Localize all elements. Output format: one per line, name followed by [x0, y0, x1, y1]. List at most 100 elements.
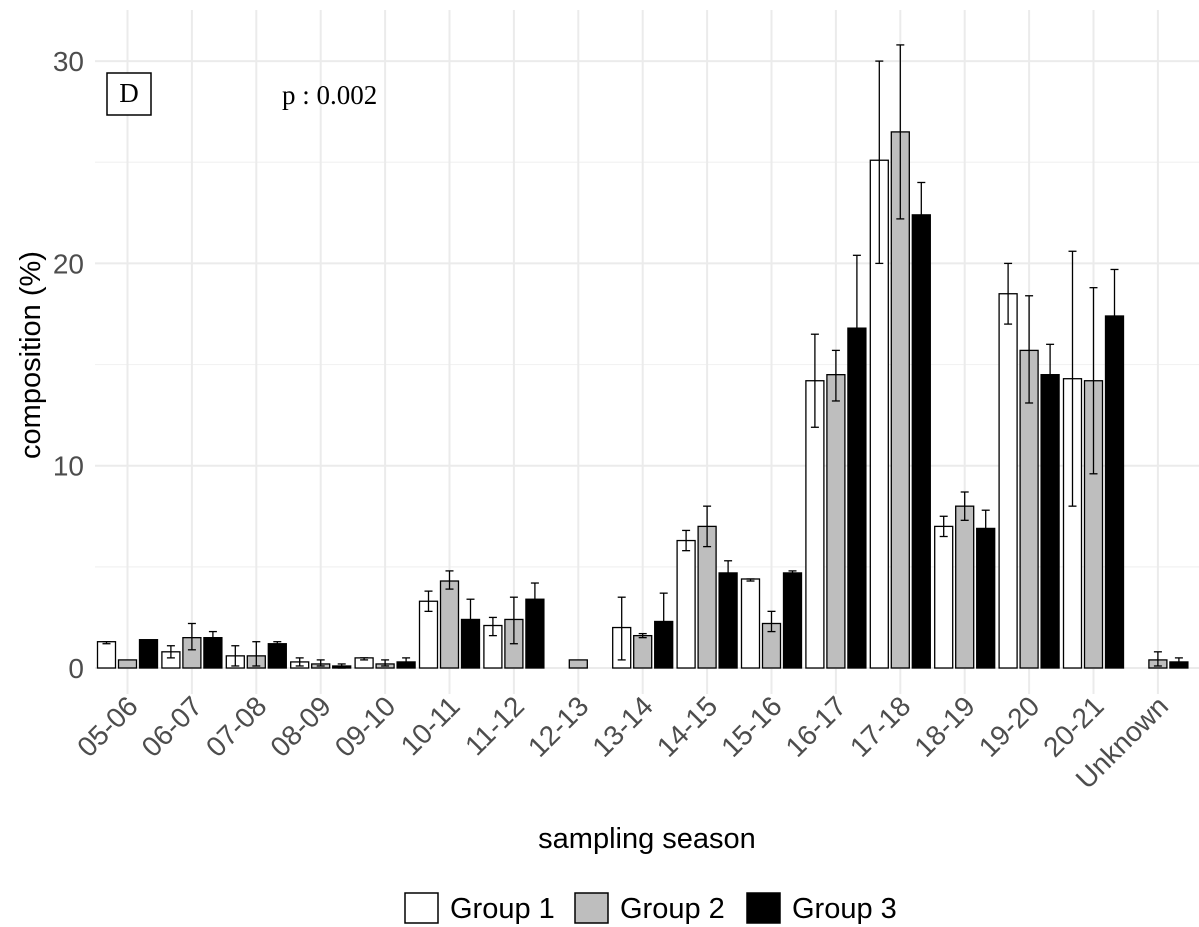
bar-group-2-12-13	[568, 659, 588, 669]
x-tick-label: 19-20	[973, 690, 1046, 763]
bars	[96, 131, 1189, 669]
error-bar	[1046, 343, 1055, 408]
error-bar	[316, 659, 325, 667]
legend-label: Group 2	[620, 893, 725, 925]
error-bar	[445, 570, 454, 590]
error-bar	[509, 596, 518, 645]
panel-annotation: D p : 0.002	[106, 72, 377, 116]
bar-group-3-17-18	[911, 214, 931, 669]
x-tick-label: 10-11	[395, 690, 466, 761]
x-tick-label: 09-10	[329, 690, 402, 763]
error-bar	[810, 333, 819, 428]
error-bar	[917, 181, 926, 248]
bar-group-1-19-20	[998, 293, 1018, 669]
bar-group-1-18-19	[934, 525, 954, 669]
bar-group-2-13-14	[633, 634, 653, 669]
legend-key-group-3	[746, 892, 781, 924]
y-tick-label: 30	[53, 46, 84, 77]
x-tick-label: 06-07	[136, 690, 209, 763]
error-bar	[724, 560, 733, 584]
bar-group-2-10-11	[439, 580, 460, 669]
bar-group-3-19-20	[1040, 374, 1060, 669]
error-bar	[617, 596, 626, 661]
error-bar	[102, 641, 111, 645]
bar-group-2-14-15	[697, 525, 717, 669]
error-bar	[939, 515, 948, 538]
y-tick-labels: 0 10 20 30	[53, 46, 84, 684]
error-bar	[1068, 250, 1077, 507]
x-tick-label: 08-09	[264, 690, 337, 763]
error-bar	[1110, 268, 1119, 362]
error-bar	[831, 349, 840, 402]
error-bar	[788, 570, 797, 576]
bar-group-3-15-16	[782, 572, 803, 669]
y-tick-label: 10	[53, 451, 84, 482]
error-bar	[896, 44, 905, 220]
error-bar	[208, 630, 217, 645]
error-bar	[488, 616, 497, 637]
error-bars	[102, 44, 1183, 669]
error-bar	[703, 505, 712, 548]
legend: Group 1 Group 2 Group 3	[404, 892, 897, 925]
error-bar	[252, 641, 261, 667]
error-bar	[295, 657, 304, 667]
x-tick-label: 15-16	[715, 690, 788, 763]
x-tick-label: 12-13	[522, 690, 595, 763]
error-bar	[466, 598, 475, 639]
bar-group-3-05-06	[138, 639, 159, 669]
error-bar	[187, 622, 196, 651]
error-bar	[960, 491, 969, 521]
x-tick-label: 14-15	[651, 690, 724, 763]
error-bar	[337, 663, 346, 669]
legend-key-group-1	[404, 892, 439, 924]
y-tick-label: 0	[68, 653, 84, 684]
bar-group-2-18-19	[955, 505, 975, 669]
x-tick-label: 13-14	[586, 690, 659, 763]
error-bar	[638, 632, 647, 639]
error-bar	[360, 657, 369, 661]
panel-label-box	[106, 72, 152, 116]
y-tick-label: 20	[53, 248, 84, 279]
bar-group-3-18-19	[976, 527, 996, 669]
legend-key-group-2	[574, 892, 609, 924]
error-bar	[402, 657, 411, 667]
error-bar	[424, 590, 433, 613]
error-bar	[530, 582, 539, 617]
bar-group-2-16-17	[826, 374, 846, 669]
error-bar	[767, 610, 776, 633]
error-bar	[981, 509, 990, 550]
legend-label: Group 1	[450, 893, 555, 925]
error-bar	[231, 645, 240, 667]
error-bar	[1089, 287, 1098, 475]
x-axis-title: sampling season	[538, 823, 756, 855]
bar-group-1-14-15	[676, 539, 696, 669]
error-bar	[659, 592, 668, 649]
error-bar	[852, 254, 861, 402]
error-bar	[875, 60, 884, 265]
error-bar	[166, 645, 175, 659]
p-value-annotation: p : 0.002	[282, 80, 377, 110]
x-tick-label: 11-12	[459, 690, 530, 761]
x-tick-label: 05-06	[71, 690, 144, 763]
bar-group-1-05-06	[96, 641, 117, 669]
legend-label: Group 3	[792, 893, 897, 925]
error-bar	[1004, 262, 1013, 325]
bar-group-1-15-16	[740, 578, 761, 669]
error-bar	[746, 578, 755, 582]
error-bar	[682, 529, 691, 552]
bar-group-3-07-08	[267, 643, 287, 669]
panel-label: D	[119, 78, 139, 108]
error-bar	[1025, 295, 1034, 404]
bar-group-3-14-15	[718, 572, 738, 669]
error-bar	[1153, 651, 1162, 667]
y-axis-title: composition (%)	[15, 251, 47, 459]
bar-group-3-20-21	[1104, 315, 1125, 669]
x-tick-label: 17-18	[844, 690, 917, 763]
error-bar	[381, 659, 390, 667]
x-tick-labels: 05-0606-0707-0808-0909-1010-1111-1212-13…	[71, 690, 1174, 794]
x-tick-label: 16-17	[780, 690, 853, 763]
error-bar	[1174, 657, 1183, 667]
error-bar	[273, 641, 282, 647]
x-tick-label: 07-08	[200, 690, 273, 763]
